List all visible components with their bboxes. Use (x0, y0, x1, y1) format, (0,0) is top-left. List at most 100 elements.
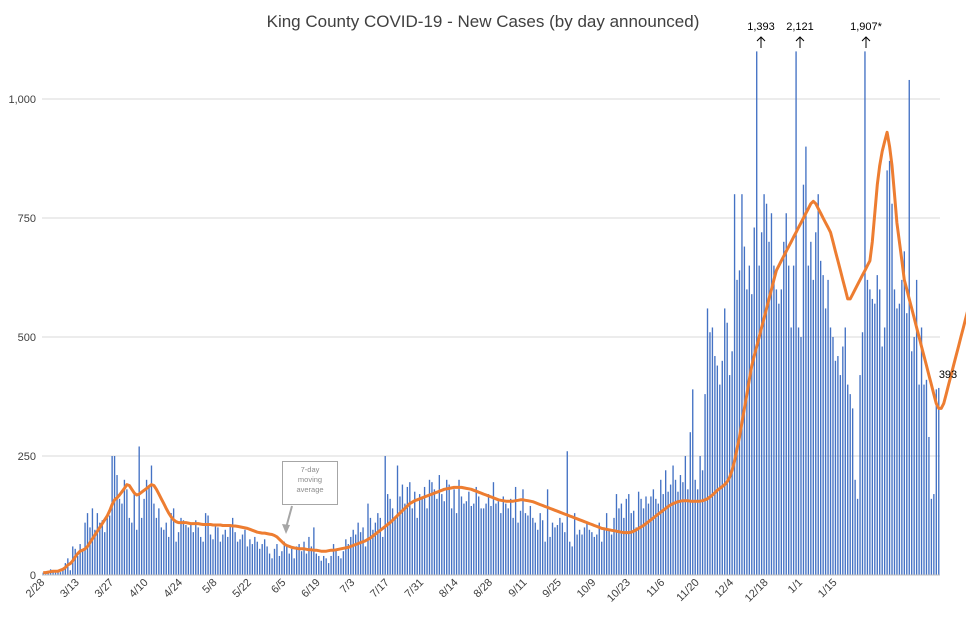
bar (667, 491, 669, 575)
bar (153, 503, 155, 575)
bar (52, 570, 54, 575)
y-tick-label: 500 (18, 332, 36, 344)
y-tick-label: 0 (30, 570, 36, 582)
bar (347, 544, 349, 575)
bar (222, 534, 224, 575)
bar (433, 489, 436, 575)
bar (94, 529, 96, 575)
bar (278, 555, 281, 575)
bar (861, 332, 864, 575)
bar (204, 513, 207, 575)
bar (76, 555, 79, 575)
arrow-up-icon (795, 36, 805, 48)
bar (933, 494, 935, 575)
bar (640, 498, 642, 575)
bar (436, 498, 438, 575)
bar (817, 194, 819, 575)
bar (805, 146, 807, 575)
bar (778, 303, 780, 575)
bar (177, 532, 180, 575)
bar (409, 482, 411, 575)
bar (633, 510, 635, 575)
bar (834, 360, 837, 575)
bar (760, 232, 763, 575)
bar (190, 525, 192, 575)
bar (475, 486, 477, 575)
bar (605, 513, 608, 575)
bar (438, 475, 441, 575)
bar (593, 536, 596, 575)
bar (610, 534, 613, 575)
bar (113, 456, 116, 575)
bar (896, 308, 898, 575)
bar (544, 541, 546, 575)
bar (163, 529, 165, 575)
bar (202, 541, 204, 575)
x-tick-label: 6/19 (299, 577, 323, 601)
bar (468, 491, 470, 575)
x-tick-label: 1/15 (816, 577, 840, 601)
bar (775, 289, 778, 575)
bar (271, 558, 273, 575)
bar (140, 517, 143, 575)
bar-series (42, 51, 940, 576)
bar (923, 384, 925, 575)
bar (259, 548, 261, 575)
x-tick-label: 5/22 (230, 577, 254, 601)
bar (414, 491, 416, 575)
bar (519, 510, 522, 575)
bar (286, 546, 288, 575)
bar (101, 520, 103, 575)
bar (930, 498, 933, 575)
bar (217, 527, 219, 575)
bar (283, 541, 286, 575)
bar (864, 51, 866, 575)
bar (106, 517, 108, 575)
bar (524, 513, 527, 575)
bar (256, 541, 258, 575)
bar (529, 505, 532, 575)
bar (104, 532, 106, 575)
bar (394, 517, 396, 575)
arrow-up-icon (756, 36, 766, 48)
bar (482, 508, 485, 575)
bar (185, 525, 187, 575)
bar (460, 496, 463, 575)
x-tick-label: 1/1 (786, 577, 805, 596)
bar (458, 479, 460, 575)
bar (541, 520, 544, 575)
bar (551, 522, 554, 575)
bar (578, 529, 581, 575)
bar (726, 322, 728, 575)
x-tick-label: 7/3 (338, 577, 357, 596)
bar (512, 517, 514, 575)
bar (465, 501, 468, 575)
bar (315, 553, 317, 575)
bar (406, 486, 409, 575)
y-axis-tick-labels: 0 250 500 750 1,000 (8, 94, 36, 582)
bar (396, 465, 399, 575)
bar (561, 522, 564, 575)
bar (741, 194, 743, 575)
bar (903, 251, 906, 575)
bar (335, 548, 337, 575)
bar (706, 308, 709, 575)
x-tick-label: 9/25 (540, 577, 564, 601)
bar (505, 503, 507, 575)
bar (507, 508, 509, 575)
bar (837, 356, 839, 575)
bar (350, 536, 352, 575)
bar (160, 527, 162, 575)
bar (416, 517, 418, 575)
bar (168, 536, 170, 575)
x-tick-label: 2/28 (24, 577, 48, 601)
bar (170, 513, 172, 575)
x-tick-label: 10/23 (605, 577, 633, 605)
bar (704, 394, 706, 575)
bar (89, 527, 91, 575)
bar (300, 551, 303, 575)
bar (810, 241, 812, 576)
bar (849, 394, 851, 575)
bar (236, 541, 239, 575)
bar (325, 558, 327, 575)
